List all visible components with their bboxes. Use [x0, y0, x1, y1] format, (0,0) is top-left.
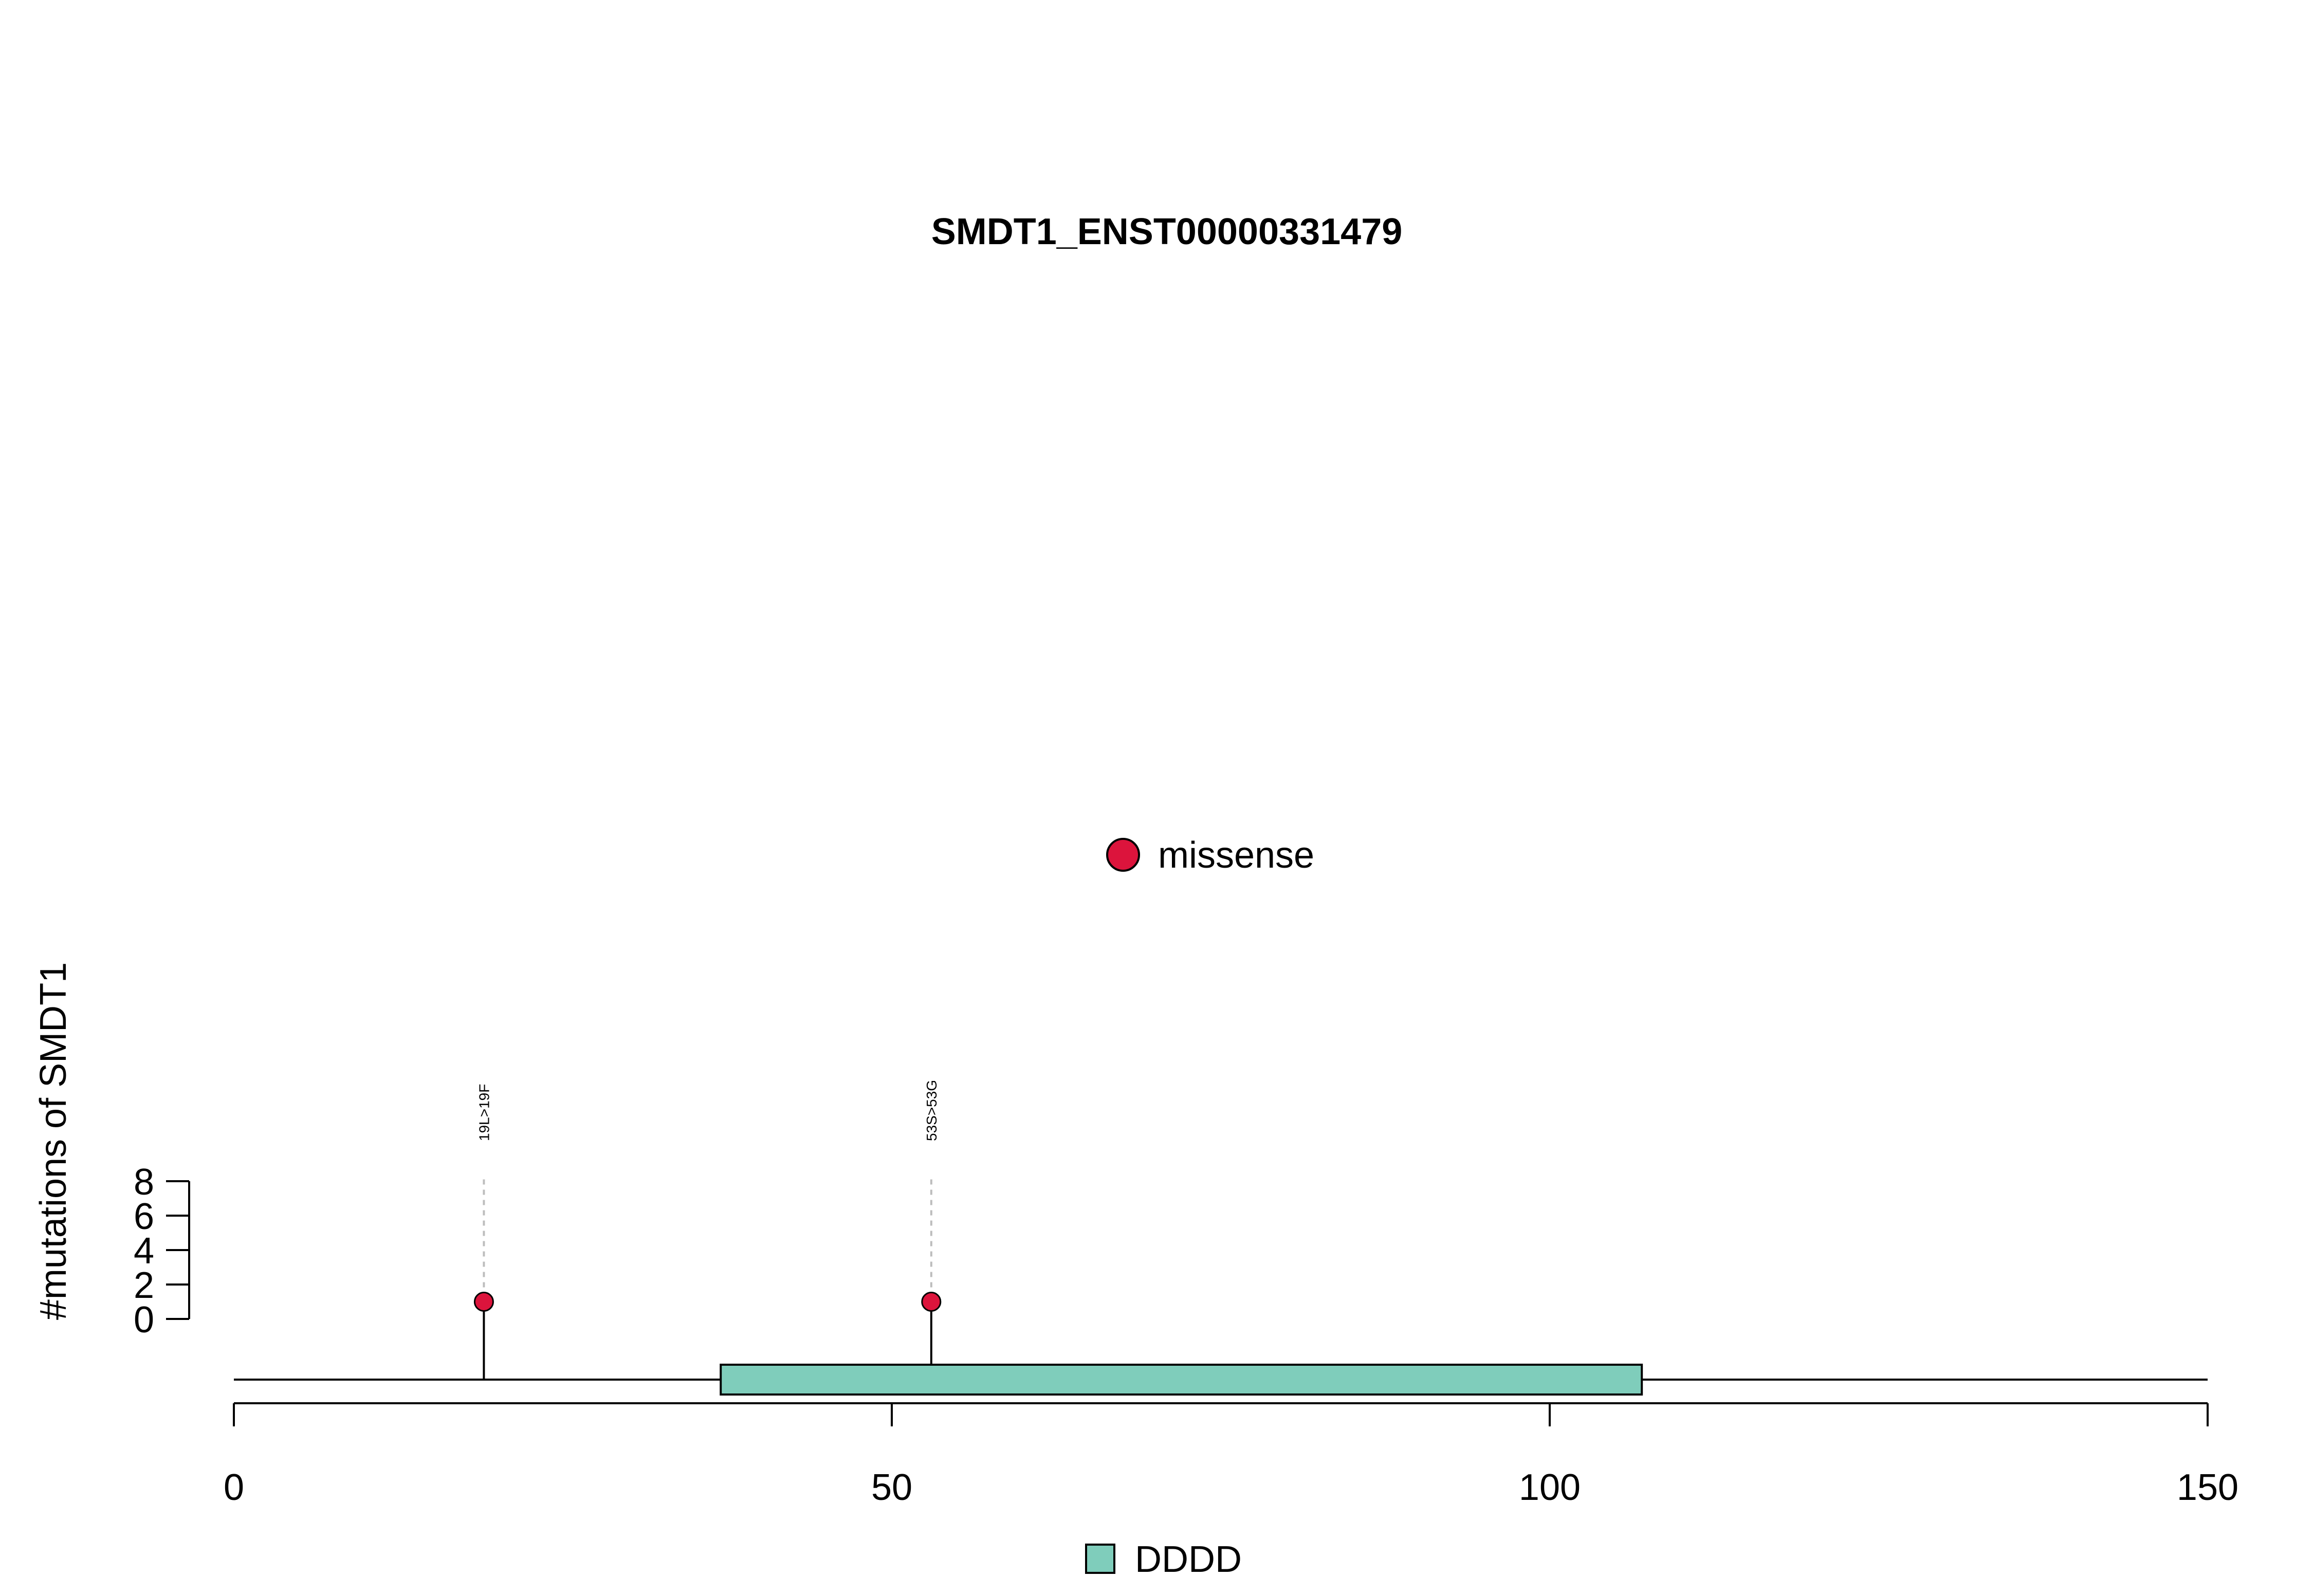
lollipop-head: [473, 1292, 494, 1312]
y-axis-label: #mutations of SMDT1: [33, 962, 74, 1320]
mutation-label: 19L>19F: [476, 1084, 492, 1141]
chart-title: SMDT1_ENST00000331479: [931, 211, 1403, 252]
y-tick-label: 4: [134, 1231, 154, 1272]
x-tick-label: 0: [224, 1467, 244, 1508]
x-tick-label: 100: [1519, 1467, 1581, 1508]
x-axis: 0 50 100 150: [224, 1402, 2238, 1508]
lollipops: 19L>19F 53S>53G: [473, 1080, 942, 1380]
y-tick-label: 2: [134, 1265, 154, 1306]
lollipop-head: [921, 1292, 942, 1312]
legend-domain-label: DDDD: [1135, 1539, 1242, 1580]
legend-missense-marker: [1106, 838, 1140, 872]
x-tick-label: 150: [2177, 1467, 2238, 1508]
domain-box: [720, 1364, 1643, 1396]
y-tick-label: 6: [134, 1196, 154, 1237]
mutation-legend: missense: [1106, 835, 1314, 876]
y-tick-label: 8: [134, 1162, 154, 1203]
legend-missense-label: missense: [1158, 835, 1314, 876]
x-tick-label: 50: [871, 1467, 912, 1508]
domain-legend: DDDD: [1085, 1539, 1242, 1580]
protein-track: [234, 1364, 2208, 1396]
legend-domain-swatch: [1085, 1544, 1115, 1574]
mutation-label: 53S>53G: [924, 1080, 940, 1141]
y-tick-label: 0: [134, 1299, 154, 1341]
